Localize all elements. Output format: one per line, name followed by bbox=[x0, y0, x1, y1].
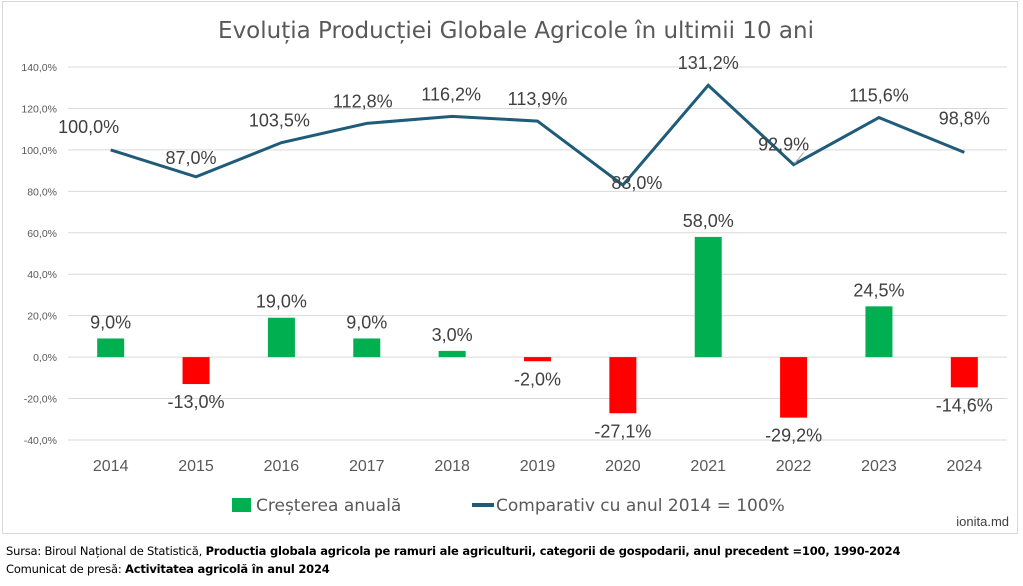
leader-line bbox=[794, 152, 804, 164]
data-labels: 9,0% -13,0% 19,0% 9,0% 3,0% -2,0% -27,1% 58,0% -… bbox=[58, 53, 993, 445]
press-title-link[interactable]: Activitatea agricolă în anul 2024 bbox=[125, 562, 330, 576]
legend-label-bars: Creșterea anuală bbox=[256, 496, 401, 516]
x-tick-label: 2014 bbox=[93, 458, 129, 475]
y-tick-label: 60,0% bbox=[27, 228, 57, 240]
gridlines bbox=[68, 66, 1007, 441]
legend-label-line: Comparativ cu anul 2014 = 100% bbox=[496, 496, 785, 516]
x-tick-label: 2020 bbox=[605, 458, 641, 475]
line-data-label: 113,9% bbox=[508, 89, 568, 109]
credit-text: ionita.md bbox=[956, 514, 1009, 529]
bar-data-label: -27,1% bbox=[594, 421, 651, 441]
bar bbox=[694, 236, 722, 358]
y-tick-label: 40,0% bbox=[27, 269, 57, 281]
legend-swatch-line bbox=[472, 503, 494, 507]
bar bbox=[97, 338, 125, 358]
legend: Creșterea anuală Comparativ cu anul 2014… bbox=[232, 496, 785, 516]
chart: Evoluția Producției Globale Agricole în … bbox=[21, 18, 1009, 529]
x-tick-label: 2023 bbox=[861, 458, 897, 475]
bar-data-label: -14,6% bbox=[936, 395, 993, 415]
line-data-label: 100,0% bbox=[58, 117, 119, 137]
line-series bbox=[110, 83, 965, 188]
x-tick-label: 2024 bbox=[947, 458, 983, 475]
bar bbox=[950, 357, 978, 388]
bar bbox=[353, 338, 381, 358]
bar-data-label: 58,0% bbox=[683, 211, 734, 231]
y-tick-label: 100,0% bbox=[21, 145, 57, 157]
x-tick-label: 2018 bbox=[434, 458, 470, 475]
press-prefix: Comunicat de presă: bbox=[6, 562, 126, 576]
x-tick-label: 2021 bbox=[690, 458, 726, 475]
bar-data-label: -13,0% bbox=[168, 392, 225, 412]
y-tick-label: 20,0% bbox=[27, 311, 57, 323]
bar-data-label: 19,0% bbox=[256, 292, 307, 312]
y-tick-label: 140,0% bbox=[21, 62, 57, 74]
y-tick-label: 80,0% bbox=[27, 186, 57, 198]
source-prefix: Sursa: Biroul Național de Statistică, bbox=[6, 544, 206, 558]
x-axis: 2014 2015 2016 2017 2018 2019 2020 2021 2022 2023… bbox=[93, 458, 982, 475]
line-data-label: 116,2% bbox=[421, 84, 481, 104]
legend-swatch-bars bbox=[232, 498, 251, 512]
line-data-label: 112,8% bbox=[333, 91, 393, 111]
line-data-label: 98,8% bbox=[939, 108, 990, 128]
y-tick-label: -20,0% bbox=[24, 394, 57, 406]
x-tick-label: 2015 bbox=[178, 458, 214, 475]
bar bbox=[438, 350, 466, 358]
x-tick-label: 2019 bbox=[520, 458, 556, 475]
chart-frame: Evoluția Producției Globale Agricole în … bbox=[2, 1, 1018, 534]
bar-series bbox=[97, 236, 978, 418]
x-tick-label: 2022 bbox=[776, 458, 812, 475]
bar-data-label: 9,0% bbox=[346, 312, 387, 332]
bar bbox=[182, 357, 210, 385]
bar bbox=[524, 357, 551, 362]
line-data-label: 115,6% bbox=[849, 86, 909, 106]
x-tick-label: 2016 bbox=[264, 458, 300, 475]
chart-title: Evoluția Producției Globale Agricole în … bbox=[218, 18, 814, 44]
line-data-label: 83,0% bbox=[611, 173, 662, 193]
bar bbox=[865, 306, 893, 358]
y-tick-label: 120,0% bbox=[21, 103, 57, 115]
bar-data-label: -29,2% bbox=[765, 426, 822, 446]
bar bbox=[780, 357, 808, 418]
press-line: Comunicat de presă: Activitatea agricolă… bbox=[6, 560, 900, 578]
bar-data-label: -2,0% bbox=[514, 369, 561, 389]
line-data-label: 103,5% bbox=[249, 111, 310, 131]
bar-data-label: 3,0% bbox=[432, 325, 473, 345]
line-data-label: 92,9% bbox=[758, 135, 809, 155]
line-data-label: 131,2% bbox=[678, 53, 739, 73]
bar-data-label: 24,5% bbox=[853, 280, 904, 300]
source-line: Sursa: Biroul Național de Statistică, Pr… bbox=[6, 542, 900, 560]
bar-data-label: 9,0% bbox=[90, 312, 131, 332]
y-tick-label: -40,0% bbox=[24, 435, 57, 447]
x-tick-label: 2017 bbox=[349, 458, 385, 475]
y-axis: 140,0% 120,0% 100,0% 80,0% 60,0% 40,0% 20,0% 0,… bbox=[21, 62, 57, 447]
source-title-link[interactable]: Productia globala agricola pe ramuri ale… bbox=[205, 544, 901, 558]
bar bbox=[609, 357, 637, 414]
bar bbox=[267, 317, 295, 358]
y-tick-label: 0,0% bbox=[33, 352, 57, 364]
line-data-label: 87,0% bbox=[166, 148, 217, 168]
source-footer: Sursa: Biroul Național de Statistică, Pr… bbox=[6, 542, 900, 578]
